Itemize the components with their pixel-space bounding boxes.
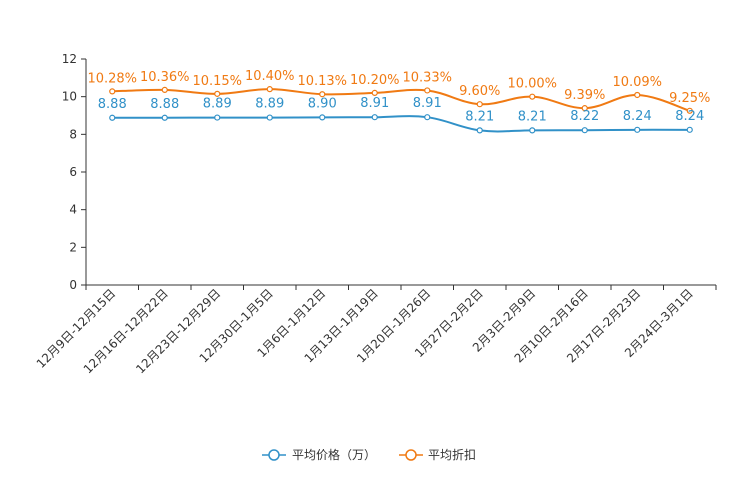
legend[interactable]: 平均价格（万） 平均折扣 — [262, 447, 476, 462]
data-label: 9.39% — [564, 88, 605, 103]
data-point — [109, 88, 116, 95]
data-point — [634, 91, 641, 99]
data-point — [371, 114, 378, 121]
legend-label: 平均折扣 — [428, 447, 476, 462]
data-label: 10.36% — [140, 70, 190, 85]
y-tick-label: 12 — [62, 52, 77, 66]
y-tick-label: 8 — [69, 127, 77, 141]
data-point — [319, 114, 326, 121]
data-label: 8.24 — [623, 109, 652, 124]
y-tick-label: 10 — [62, 90, 77, 104]
data-label: 10.09% — [612, 75, 662, 90]
series-line-1 — [112, 88, 691, 112]
data-point — [581, 105, 588, 112]
data-point — [109, 114, 116, 121]
data-label: 8.89 — [203, 97, 232, 112]
y-tick-label: 2 — [69, 240, 77, 254]
data-label: 10.40% — [245, 69, 295, 84]
data-point — [424, 114, 431, 121]
data-point — [476, 101, 483, 108]
data-label: 9.25% — [669, 91, 710, 106]
y-tick-label: 0 — [69, 278, 77, 292]
data-label: 10.20% — [350, 73, 400, 88]
data-label: 8.88 — [150, 97, 179, 112]
data-label: 8.22 — [570, 109, 599, 124]
data-point — [581, 127, 588, 134]
y-axis: 0 2 4 6 8 10 12 — [62, 52, 87, 292]
legend-item-1[interactable]: 平均折扣 — [399, 447, 476, 462]
data-point — [214, 90, 221, 97]
data-point — [476, 127, 483, 134]
data-label: 10.33% — [402, 70, 452, 85]
data-label: 10.28% — [87, 71, 137, 86]
data-labels-layer: 8.88 8.88 8.89 8.89 8.90 8.91 8.91 8.21 8.21 8.22… — [87, 69, 710, 124]
legend-item-0[interactable]: 平均价格（万） — [262, 447, 376, 462]
legend-marker-icon — [405, 449, 417, 461]
data-label: 8.90 — [308, 96, 337, 111]
x-axis: 12月9日-12月15日12月16日-12月22日12月23日-12月29日12… — [34, 284, 717, 376]
data-label: 8.89 — [255, 97, 284, 112]
data-point — [266, 86, 273, 93]
y-tick-label: 4 — [69, 203, 77, 217]
data-point — [161, 114, 168, 121]
data-point — [371, 89, 378, 97]
data-label: 10.15% — [192, 74, 242, 89]
data-point — [686, 126, 693, 133]
series-line-0 — [112, 115, 690, 133]
data-label: 8.88 — [98, 97, 127, 112]
data-point — [319, 91, 326, 98]
data-label: 8.21 — [518, 109, 547, 124]
data-point — [424, 87, 431, 94]
series-layer — [109, 86, 693, 134]
data-point — [529, 127, 536, 134]
data-point — [634, 126, 641, 133]
y-tick-label: 6 — [69, 165, 77, 179]
data-label: 9.60% — [459, 84, 500, 99]
data-point — [529, 93, 536, 100]
data-point — [214, 114, 221, 121]
data-label: 10.00% — [507, 77, 557, 92]
data-label: 8.91 — [413, 96, 442, 111]
data-point — [266, 114, 273, 121]
data-point — [686, 107, 693, 114]
data-label: 8.21 — [465, 109, 494, 124]
data-point — [161, 86, 168, 93]
legend-marker-icon — [268, 449, 280, 461]
data-label: 8.91 — [360, 96, 389, 111]
data-label: 10.13% — [297, 74, 347, 89]
data-label: 8.24 — [675, 109, 704, 124]
legend-label: 平均价格（万） — [292, 447, 376, 462]
